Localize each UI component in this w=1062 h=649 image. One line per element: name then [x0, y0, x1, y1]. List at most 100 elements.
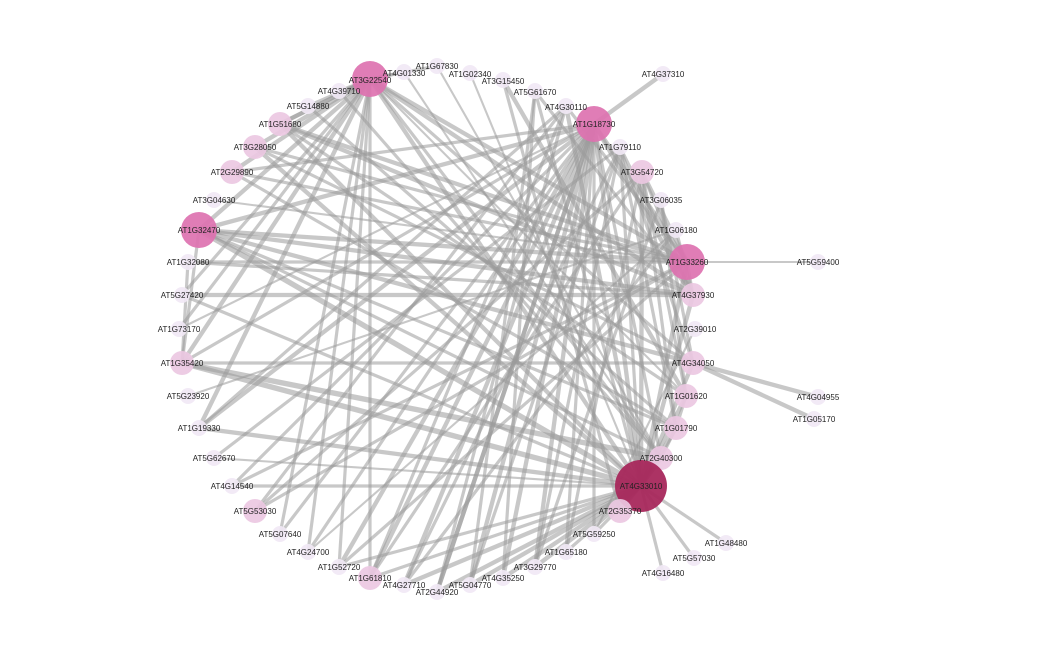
edge-AT4G34050-AT1G05170: [692, 361, 815, 421]
node-label-at5g62670: AT5G62670: [193, 454, 236, 463]
node-label-at4g27710: AT4G27710: [383, 581, 426, 590]
node-at1g65180[interactable]: [558, 544, 574, 560]
node-label-at5g59250: AT5G59250: [573, 530, 616, 539]
edge-AT5G23920-AT1G06180: [187, 229, 677, 397]
node-at3g28050[interactable]: [243, 135, 267, 159]
node-at5g04770[interactable]: [462, 577, 478, 593]
node-at1g05170[interactable]: [806, 411, 822, 427]
node-at1g01790[interactable]: [664, 416, 688, 440]
node-at5g61670[interactable]: [527, 83, 543, 99]
node-label-at1g19330: AT1G19330: [178, 424, 221, 433]
node-at1g18730[interactable]: [576, 106, 612, 142]
edge-AT1G33260-AT2G29890: [231, 170, 688, 264]
node-label-at4g24700: AT4G24700: [287, 548, 330, 557]
node-label-at1g01790: AT1G01790: [655, 424, 698, 433]
edge-AT3G22540-AT1G01620: [369, 78, 687, 397]
node-at4g01330[interactable]: [396, 64, 412, 80]
node-at1g32470[interactable]: [181, 212, 217, 248]
node-label-at4g30110: AT4G30110: [545, 103, 588, 112]
node-label-at5g59400: AT5G59400: [797, 258, 840, 267]
node-at1g35420[interactable]: [170, 351, 194, 375]
node-at4g30110[interactable]: [558, 98, 574, 114]
node-label-at1g65180: AT1G65180: [545, 548, 588, 557]
node-at5g23920[interactable]: [180, 388, 196, 404]
node-at1g19330[interactable]: [191, 420, 207, 436]
node-at1g52720[interactable]: [331, 559, 347, 575]
node-label-at2g44920: AT2G44920: [416, 588, 459, 597]
node-label-at1g73170: AT1G73170: [158, 325, 201, 334]
node-label-at1g79110: AT1G79110: [599, 143, 642, 152]
node-label-at4g16480: AT4G16480: [642, 569, 685, 578]
node-at5g62670[interactable]: [206, 450, 222, 466]
nodes-layer: [170, 58, 826, 600]
node-label-at1g52720: AT1G52720: [318, 563, 361, 572]
edge-AT1G18730-AT1G61810: [368, 123, 596, 579]
node-at5g07640[interactable]: [272, 526, 288, 542]
node-at1g73170[interactable]: [171, 321, 187, 337]
node-label-at1g05170: AT1G05170: [793, 415, 836, 424]
node-at5g53030[interactable]: [243, 499, 267, 523]
node-at4g27710[interactable]: [396, 577, 412, 593]
node-at2g35370[interactable]: [608, 499, 632, 523]
node-label-at4g35250: AT4G35250: [482, 574, 525, 583]
node-at3g06035[interactable]: [653, 192, 669, 208]
edge-AT2G44920-AT1G18730: [434, 123, 597, 593]
edge-AT4G34050-AT4G04955: [692, 360, 819, 400]
node-at1g06180[interactable]: [668, 222, 684, 238]
node-at5g57030[interactable]: [686, 550, 702, 566]
node-label-at1g06180: AT1G06180: [655, 226, 698, 235]
node-label-at3g04630: AT3G04630: [193, 196, 236, 205]
node-at2g39010[interactable]: [687, 321, 703, 337]
node-label-at3g15450: AT3G15450: [482, 77, 525, 86]
node-label-at1g61810: AT1G61810: [349, 574, 392, 583]
node-label-at5g61670: AT5G61670: [514, 88, 557, 97]
node-at4g33010[interactable]: [615, 460, 667, 512]
edge-AT3G22540-AT1G35420: [180, 77, 372, 365]
edge-AT5G07640-AT3G22540: [278, 78, 372, 535]
node-at4g04955[interactable]: [810, 389, 826, 405]
node-at3g04630[interactable]: [206, 192, 222, 208]
node-at1g33260[interactable]: [669, 244, 705, 280]
node-at1g02340[interactable]: [462, 65, 478, 81]
edge-AT1G51680-AT4G37930: [279, 122, 694, 297]
node-label-at4g37930: AT4G37930: [672, 291, 715, 300]
node-at4g35250[interactable]: [495, 570, 511, 586]
edge-AT4G33010-AT1G32470: [197, 227, 643, 489]
node-label-at1g35420: AT1G35420: [161, 359, 204, 368]
node-at4g37930[interactable]: [681, 283, 705, 307]
node-at1g51680[interactable]: [268, 112, 292, 136]
node-at1g79110[interactable]: [612, 139, 628, 155]
node-at4g16480[interactable]: [655, 565, 671, 581]
node-at1g61810[interactable]: [358, 566, 382, 590]
node-at3g29770[interactable]: [527, 559, 543, 575]
node-at3g15450[interactable]: [495, 72, 511, 88]
node-at1g67830[interactable]: [429, 58, 445, 74]
node-at2g40300[interactable]: [649, 446, 673, 470]
edge-AT4G33010-AT5G27420: [181, 293, 642, 488]
edge-AT4G30110-AT1G19330: [197, 104, 568, 430]
node-at4g24700[interactable]: [300, 544, 316, 560]
node-at5g59250[interactable]: [586, 526, 602, 542]
node-at5g59400[interactable]: [810, 254, 826, 270]
node-label-at3g54720: AT3G54720: [621, 168, 664, 177]
edge-AT3G22540-AT1G73170: [177, 78, 372, 330]
edge-AT3G22540-AT2G40300: [368, 78, 663, 459]
node-at1g01620[interactable]: [674, 384, 698, 408]
node-at3g22540[interactable]: [352, 61, 388, 97]
node-at4g37310[interactable]: [655, 66, 671, 82]
node-at1g32080[interactable]: [180, 254, 196, 270]
node-label-at4g37310: AT4G37310: [642, 70, 685, 79]
node-at4g34050[interactable]: [681, 351, 705, 375]
node-at3g54720[interactable]: [630, 160, 654, 184]
node-at2g29890[interactable]: [220, 160, 244, 184]
node-at4g14540[interactable]: [224, 478, 240, 494]
node-label-at1g02340: AT1G02340: [449, 70, 492, 79]
node-at5g14880[interactable]: [300, 98, 316, 114]
edge-AT1G06180-AT4G27710: [402, 229, 678, 586]
edge-AT3G28050-AT4G34050: [254, 145, 694, 365]
node-at2g44920[interactable]: [429, 584, 445, 600]
node-at5g27420[interactable]: [174, 287, 190, 303]
node-at4g39710[interactable]: [331, 83, 347, 99]
node-at1g48480[interactable]: [718, 535, 734, 551]
node-label-at4g34050: AT4G34050: [672, 359, 715, 368]
